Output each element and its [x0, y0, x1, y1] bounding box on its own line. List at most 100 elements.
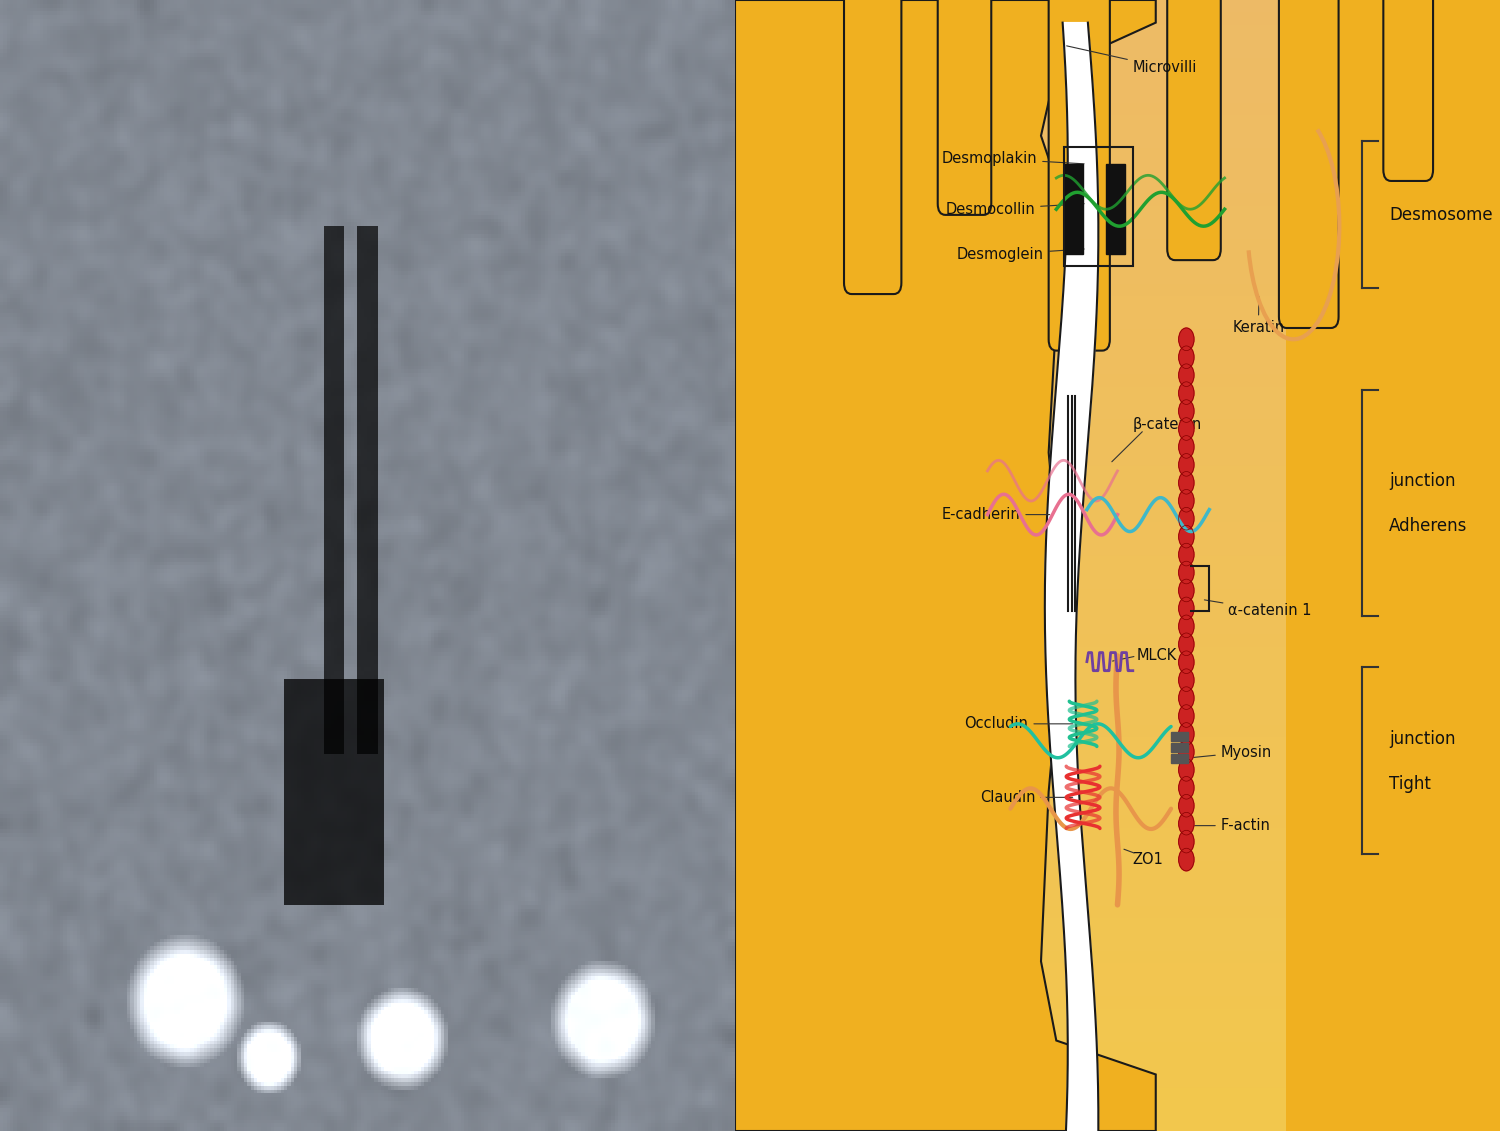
Bar [735, 724, 1500, 735]
Text: junction: junction [1389, 472, 1455, 490]
Bar [735, 283, 1500, 294]
Bar [1064, 164, 1083, 254]
Bar [735, 11, 1500, 23]
Text: Desmoplakin: Desmoplakin [942, 150, 1084, 166]
Text: Myosin: Myosin [1192, 744, 1272, 760]
Bar [735, 599, 1500, 611]
Circle shape [1179, 723, 1194, 745]
Circle shape [1179, 382, 1194, 405]
Bar [735, 871, 1500, 882]
Bar [735, 57, 1500, 68]
Text: Desmocollin: Desmocollin [945, 201, 1084, 217]
Text: MLCK: MLCK [1137, 648, 1178, 664]
Bar [735, 826, 1500, 837]
Bar [735, 1007, 1500, 1018]
Bar [735, 215, 1500, 226]
Bar [735, 1018, 1500, 1029]
Polygon shape [735, 0, 1155, 1131]
Bar [735, 362, 1500, 373]
Bar [1172, 732, 1188, 741]
Circle shape [1179, 346, 1194, 369]
Bar [735, 1120, 1500, 1131]
Bar [735, 1041, 1500, 1052]
Bar [735, 486, 1500, 498]
Bar [735, 622, 1500, 633]
Circle shape [1179, 328, 1194, 351]
Bar [735, 961, 1500, 973]
Circle shape [1179, 525, 1194, 547]
Bar [1064, 147, 1132, 266]
Bar [735, 441, 1500, 452]
Bar [735, 814, 1500, 826]
Bar [735, 452, 1500, 464]
Text: β-catenin: β-catenin [1132, 416, 1202, 432]
Bar [735, 113, 1500, 124]
Bar [735, 746, 1500, 758]
Bar [735, 68, 1500, 79]
Bar [735, 79, 1500, 90]
Circle shape [1179, 687, 1194, 709]
Text: Claudin: Claudin [980, 789, 1072, 805]
Bar [735, 385, 1500, 396]
Bar [735, 860, 1500, 871]
Bar [735, 893, 1500, 905]
Bar [735, 950, 1500, 961]
Bar [735, 566, 1500, 577]
Bar [735, 882, 1500, 893]
Bar [735, 147, 1500, 158]
Bar [735, 509, 1500, 520]
Polygon shape [1046, 23, 1098, 1131]
FancyBboxPatch shape [1048, 0, 1110, 351]
Bar [735, 1063, 1500, 1074]
Circle shape [1179, 364, 1194, 387]
Bar [735, 995, 1500, 1007]
Circle shape [1179, 417, 1194, 440]
Bar [735, 803, 1500, 814]
Bar [735, 645, 1500, 656]
Circle shape [1179, 812, 1194, 835]
Circle shape [1179, 543, 1194, 566]
Bar [735, 238, 1500, 249]
Bar [735, 351, 1500, 362]
Circle shape [1179, 848, 1194, 871]
Circle shape [1179, 490, 1194, 512]
Bar [735, 1052, 1500, 1063]
Bar [735, 780, 1500, 792]
Bar [735, 532, 1500, 543]
Bar [735, 407, 1500, 418]
Bar [735, 656, 1500, 667]
Bar [735, 577, 1500, 588]
Text: Desmoglein: Desmoglein [957, 247, 1084, 262]
Circle shape [1179, 741, 1194, 763]
Bar [735, 769, 1500, 780]
Bar [735, 611, 1500, 622]
Text: E-cadherin: E-cadherin [942, 507, 1050, 523]
FancyBboxPatch shape [1280, 0, 1338, 328]
Bar [735, 713, 1500, 724]
Bar [735, 1074, 1500, 1086]
Bar [735, 260, 1500, 271]
Bar [735, 0, 1500, 11]
Circle shape [1179, 668, 1194, 691]
Circle shape [1179, 579, 1194, 602]
Circle shape [1179, 705, 1194, 727]
Text: Tight: Tight [1389, 775, 1431, 793]
Bar [1106, 164, 1125, 254]
Text: Keratin: Keratin [1233, 296, 1284, 336]
Bar [735, 305, 1500, 317]
Circle shape [1179, 399, 1194, 422]
FancyBboxPatch shape [844, 0, 901, 294]
Bar [735, 226, 1500, 238]
Bar [735, 102, 1500, 113]
Bar [735, 633, 1500, 645]
Bar [735, 735, 1500, 746]
Bar [735, 23, 1500, 34]
Bar [735, 554, 1500, 566]
Bar [735, 667, 1500, 679]
Circle shape [1179, 633, 1194, 656]
Bar [735, 90, 1500, 102]
Circle shape [1179, 794, 1194, 817]
Bar [735, 837, 1500, 848]
Bar [735, 848, 1500, 860]
Bar [735, 396, 1500, 407]
